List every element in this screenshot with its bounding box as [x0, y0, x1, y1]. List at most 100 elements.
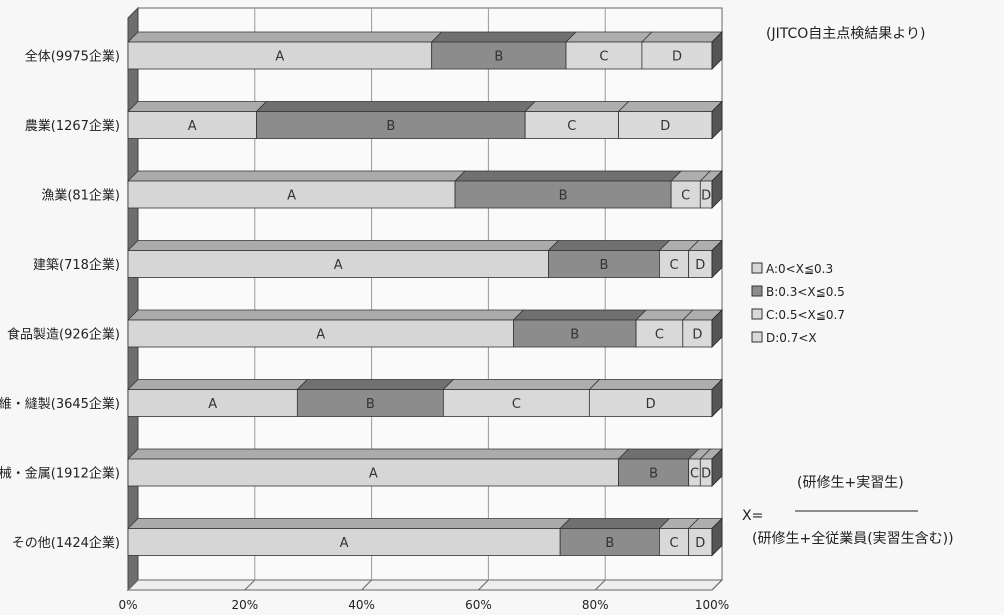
legend-label: B:0.3<X≦0.5 [766, 285, 845, 299]
bar-segment-top [524, 101, 630, 112]
bar-segment-top [127, 448, 630, 460]
segment-label: B [570, 328, 579, 343]
legend-swatch [751, 308, 763, 320]
bar-segment [431, 41, 567, 70]
floor-tick [244, 579, 256, 591]
bar-segment-top [454, 170, 683, 182]
segment-label: D [660, 119, 670, 134]
bar-segment [127, 180, 456, 209]
bar-segment [618, 458, 690, 487]
source-note: (JITCO自主点検結果より) [766, 26, 925, 42]
segment-label: C [681, 189, 690, 204]
floor-tick [127, 579, 139, 591]
bar-segment [588, 389, 713, 417]
x-tick-label: 0% [118, 598, 137, 612]
bar-end-face [711, 31, 723, 70]
category-label: 食品製造(926企業) [7, 327, 120, 343]
segment-label: A [208, 397, 217, 412]
legend-label: A:0<X≦0.3 [766, 262, 833, 276]
bar-end-face [711, 170, 723, 209]
bar-segment [127, 250, 549, 278]
plot-floor [126, 579, 724, 591]
bar-segment-top [127, 379, 309, 390]
segment-label: D [701, 467, 711, 482]
bar-segment [127, 319, 514, 348]
segment-label: C [670, 536, 679, 551]
segment-label: B [559, 189, 568, 204]
bar-end-face [711, 309, 723, 348]
legend-label: D:0.7<X [766, 331, 817, 345]
bar-segment [127, 528, 561, 556]
plot-side-wall [127, 6, 139, 592]
bar-segment-top [617, 101, 723, 112]
segment-label: A [369, 467, 378, 482]
floor-tick [594, 579, 606, 591]
segment-label: D [695, 258, 705, 273]
x-tick-label: 40% [348, 598, 375, 612]
bar-end-face [711, 448, 723, 487]
bar-segment-top [127, 101, 268, 112]
segment-label: B [605, 536, 614, 551]
legend: A:0<X≦0.3 B:0.3<X≦0.5 C:0.5<X≦0.7 D:0.7<X [751, 262, 845, 345]
bar-segment [659, 528, 690, 556]
bar-segment-top [127, 240, 560, 251]
floor-tick [478, 579, 489, 591]
segment-label: B [649, 467, 658, 482]
bar-segment [641, 41, 713, 70]
segment-label: C [512, 397, 521, 412]
bar-segment-top [127, 309, 525, 321]
formula: X= (研修生+実習生) (研修生+全従業員(実習生含む)) [742, 475, 954, 547]
segment-label: B [494, 50, 503, 65]
bar-end-face [711, 517, 723, 557]
category-label: その他(1424企業) [12, 535, 120, 551]
bar-segment-top [547, 240, 671, 251]
bar-segment [127, 41, 433, 70]
legend-swatch [751, 262, 763, 274]
bar-segment-top [617, 448, 700, 460]
bar-end-face [711, 100, 723, 140]
bar-segment-top [255, 101, 537, 112]
bar-segment [127, 389, 298, 417]
plot-back-wall [137, 7, 723, 581]
formula-denominator: (研修生+全従業員(実習生含む)) [752, 530, 954, 547]
bar-segment [513, 319, 637, 348]
segment-label: C [655, 328, 664, 343]
bar-segment-top [640, 31, 723, 43]
segment-label: D [646, 397, 656, 412]
bar-segment-top [127, 518, 572, 529]
bar-end-face [711, 378, 723, 418]
legend-swatch [751, 285, 763, 297]
x-tick-label: 60% [465, 598, 492, 612]
segment-label: A [275, 50, 284, 65]
category-label: 漁業(81企業) [41, 188, 120, 204]
segment-label: A [340, 536, 349, 551]
category-labels: 全体(9975企業) 農業(1267企業) 漁業(81企業) 建築(718企業) 食品製… [0, 49, 120, 552]
segment-label: A [188, 119, 197, 134]
category-label: 繊維・縫製(3645企業) [0, 396, 120, 412]
bar-segment-top [512, 309, 648, 321]
floor-tick [711, 579, 723, 591]
bar-segment-top [559, 518, 671, 529]
legend-swatch [751, 331, 763, 343]
segment-label: A [287, 189, 296, 204]
category-label: 建築(718企業) [33, 257, 120, 273]
x-tick-label: 80% [582, 598, 609, 612]
category-label: 全体(9975企業) [25, 49, 120, 65]
formula-numerator: (研修生+実習生) [797, 475, 904, 491]
x-tick-label: 100% [695, 598, 729, 612]
x-tick-labels: 0% 20% 40% 60% 80% 100% [118, 598, 729, 612]
formula-lhs: X= [742, 508, 763, 524]
segment-label: D [695, 536, 705, 551]
bars: A B C DA B C DA B C DA B C DA B C DA B C DA B C DA B C D [127, 31, 723, 557]
segment-label: C [690, 467, 699, 482]
bar-segment-top [127, 170, 467, 182]
